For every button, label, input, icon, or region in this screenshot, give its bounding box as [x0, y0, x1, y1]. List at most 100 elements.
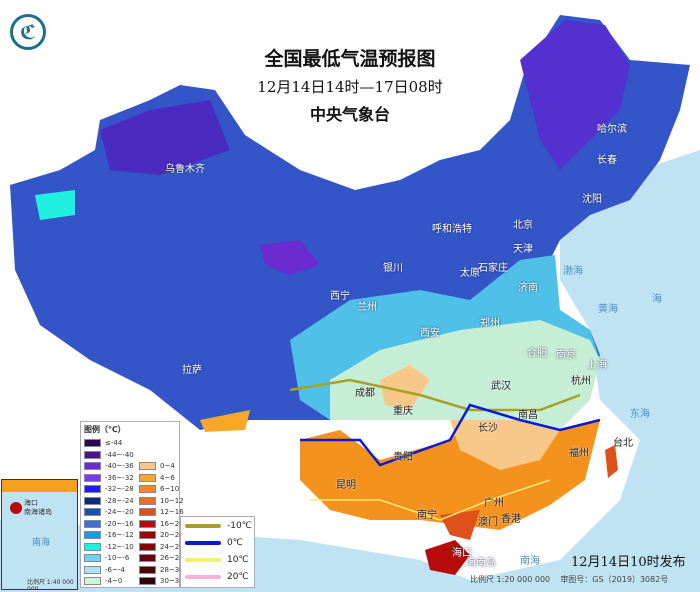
- sea-label: 东海: [630, 409, 650, 420]
- legend-label: -44~-40: [105, 450, 134, 459]
- city-label: 南宁: [417, 510, 437, 521]
- city-label: 乌鲁木齐: [165, 164, 205, 175]
- city-label: 长沙: [478, 423, 498, 434]
- legend-swatch: [84, 508, 101, 516]
- legend-item: -20~-16: [84, 519, 134, 528]
- legend-item: -24~-20: [84, 508, 134, 516]
- sea-label: 南海: [520, 556, 540, 567]
- inset-label: 南海: [32, 538, 51, 548]
- legend-label: 30~32: [160, 577, 184, 585]
- agency-name: 中央气象台: [309, 105, 390, 124]
- legend-item: -44~-40: [84, 450, 134, 459]
- legend-swatch: [139, 519, 156, 528]
- city-label: 沈阳: [582, 194, 602, 205]
- legend-swatch: [139, 462, 156, 470]
- inset-label: 海口: [24, 499, 38, 507]
- legend-item: -36~-32: [84, 473, 134, 482]
- legend-item: ≤-44: [84, 439, 122, 447]
- city-label: 重庆: [393, 406, 413, 417]
- legend-swatch: [84, 519, 101, 528]
- city-label: 成都: [355, 388, 375, 399]
- city-label: 郑州: [480, 318, 500, 329]
- city-label: 杭州: [571, 376, 591, 387]
- legend-item: 6~10: [139, 485, 179, 493]
- legend-label: 10~12: [160, 496, 184, 505]
- legend-title: 图例（℃）: [84, 425, 126, 434]
- legend-label: -16~-12: [105, 531, 134, 539]
- forecast-period: 12月14日14时—17日08时: [257, 78, 443, 96]
- city-label: 济南: [518, 283, 538, 294]
- legend-item: -28~-24: [84, 496, 134, 505]
- legend-item: -40~-36: [84, 462, 134, 470]
- isotherm-line: [185, 558, 221, 562]
- city-label: 福州: [569, 448, 589, 459]
- legend-label: ≤-44: [105, 439, 123, 447]
- legend-item: 16~20: [139, 519, 184, 528]
- isotherm-label: -10℃: [227, 521, 252, 531]
- legend-swatch: [139, 508, 156, 516]
- legend-item: -4~0: [84, 577, 122, 585]
- legend-label: 26~28: [160, 554, 184, 562]
- legend-item: 20~24: [139, 531, 184, 539]
- isotherm-label: 20℃: [227, 572, 249, 582]
- legend-item: 26~28: [139, 554, 184, 562]
- city-label: 贵阳: [393, 452, 413, 463]
- legend-swatch: [84, 485, 101, 493]
- city-label: 拉萨: [182, 365, 202, 376]
- isotherm-item: 10℃: [185, 555, 249, 565]
- legend-label: -12~-10: [105, 542, 134, 551]
- city-label: 澳门: [478, 517, 498, 528]
- isotherm-item: 0℃: [185, 538, 243, 548]
- color-legend: 图例（℃） ≤-44 -44~-40 -40~-36 -36~-32 -32~-28 -2…: [80, 421, 184, 588]
- legend-item: -12~-10: [84, 542, 134, 551]
- legend-label: 24~26: [160, 542, 184, 551]
- city-label: 银川: [383, 263, 403, 274]
- footer-info: 比例尺 1:20 000 000 审图号：GS（2019）3082号: [470, 574, 668, 585]
- city-label: 武汉: [491, 381, 511, 392]
- legend-swatch: [139, 554, 156, 562]
- legend-swatch: [139, 473, 156, 482]
- legend-label: -40~-36: [105, 462, 134, 470]
- city-label: 长春: [597, 155, 617, 166]
- legend-label: 4~6: [160, 473, 175, 482]
- legend-swatch: [84, 577, 101, 585]
- legend-label: 12~16: [160, 508, 184, 516]
- legend-label: -32~-28: [105, 485, 134, 493]
- city-label: 北京: [513, 220, 533, 231]
- legend-label: -36~-32: [105, 473, 134, 482]
- legend-item: 4~6: [139, 473, 175, 482]
- city-label: 海口: [452, 548, 472, 559]
- legend-swatch: [84, 554, 101, 562]
- legend-label: -4~0: [105, 577, 123, 585]
- city-label: 石家庄: [478, 263, 508, 274]
- legend-item: -16~-12: [84, 531, 134, 539]
- inset-scale: 比例尺 1:40 000 000: [27, 579, 74, 590]
- legend-swatch: [139, 496, 156, 505]
- legend-item: 24~26: [139, 542, 184, 551]
- legend-item: -10~-6: [84, 554, 129, 562]
- legend-label: 6~10: [160, 485, 180, 493]
- isotherm-item: 20℃: [185, 572, 249, 582]
- legend-label: -20~-16: [105, 519, 134, 528]
- isotherm-line: [185, 541, 221, 545]
- isotherm-line: [185, 575, 221, 579]
- sea-label: 黄海: [598, 304, 618, 315]
- isotherm-legend: -10℃ 0℃ 10℃ 20℃: [180, 516, 255, 588]
- legend-label: -28~-24: [105, 496, 134, 505]
- isotherm-label: 10℃: [227, 555, 249, 565]
- city-label: 合肥: [527, 348, 547, 359]
- legend-swatch: [84, 462, 101, 470]
- legend-swatch: [139, 531, 156, 539]
- legend-label: -6~-4: [105, 565, 125, 574]
- legend-item: 12~16: [139, 508, 184, 516]
- approval-number: 审图号：GS（2019）3082号: [560, 575, 669, 584]
- legend-swatch: [139, 485, 156, 493]
- legend-label: -10~-6: [105, 554, 130, 562]
- isotherm-line: [185, 524, 221, 528]
- legend-item: -6~-4: [84, 565, 125, 574]
- legend-label: 28~30: [160, 565, 184, 574]
- legend-swatch: [84, 496, 101, 505]
- sea-label: 渤海: [563, 266, 583, 277]
- legend-item: 10~12: [139, 496, 184, 505]
- city-label: 台北: [613, 438, 633, 449]
